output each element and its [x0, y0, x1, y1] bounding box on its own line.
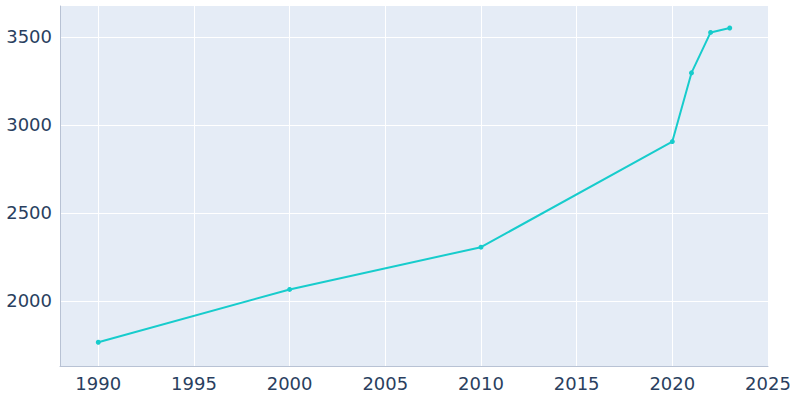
svg-text:2020: 2020	[649, 373, 695, 394]
svg-text:2010: 2010	[458, 373, 504, 394]
svg-text:3500: 3500	[6, 26, 52, 47]
svg-text:2500: 2500	[6, 202, 52, 223]
svg-text:1990: 1990	[75, 373, 121, 394]
svg-text:1995: 1995	[171, 373, 217, 394]
svg-text:2025: 2025	[745, 373, 791, 394]
svg-text:2015: 2015	[554, 373, 600, 394]
svg-text:3000: 3000	[6, 114, 52, 135]
svg-text:2005: 2005	[362, 373, 408, 394]
svg-text:2000: 2000	[267, 373, 313, 394]
svg-text:2000: 2000	[6, 290, 52, 311]
